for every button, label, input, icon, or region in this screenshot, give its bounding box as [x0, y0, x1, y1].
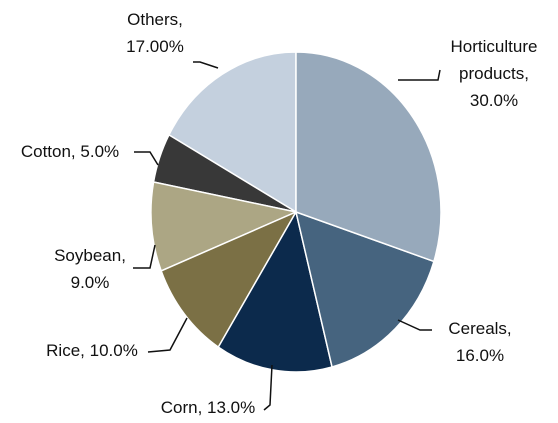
pie-slice — [160, 210, 298, 349]
category-label: Others, — [127, 10, 183, 29]
slice-label: Horticulture products, 30.0% — [434, 33, 554, 114]
pie-slice — [295, 51, 442, 263]
leader-line — [134, 151, 159, 166]
slice-label: Cotton, 5.0% — [0, 138, 140, 165]
leader-line — [147, 317, 188, 353]
category-label: Cotton, — [20, 142, 76, 161]
category-label: Rice, — [46, 341, 85, 360]
value-label: 5.0% — [80, 142, 120, 161]
value-label: 17.00% — [126, 37, 184, 56]
leader-line — [263, 364, 273, 411]
leader-lines — [133, 61, 441, 411]
slice-label: Rice, 10.0% — [27, 337, 157, 364]
value-label: 9.0% — [70, 273, 110, 292]
category-label: Corn, — [160, 398, 203, 417]
value-label: 10.0% — [89, 341, 138, 360]
value-label: 30.0% — [469, 91, 519, 110]
category-label: Horticulture products, — [450, 37, 538, 83]
pie-slice — [150, 181, 299, 272]
category-label: Soybean, — [54, 246, 126, 265]
value-label: 16.0% — [455, 346, 505, 365]
slice-label: Soybean, 9.0% — [45, 242, 135, 296]
slice-label: Corn, 13.0% — [128, 394, 288, 421]
pie-slice — [294, 210, 435, 368]
leader-line — [398, 69, 441, 81]
slice-label: Cereals, 16.0% — [440, 315, 520, 369]
slice-label: Others, 17.00% — [115, 6, 195, 60]
value-label: 13.0% — [207, 398, 256, 417]
pie-slice — [167, 51, 297, 214]
leader-line — [397, 319, 432, 331]
pie-slice — [217, 209, 333, 373]
leader-line — [133, 244, 156, 269]
leader-line — [193, 61, 219, 69]
category-label: Cereals, — [448, 319, 512, 338]
